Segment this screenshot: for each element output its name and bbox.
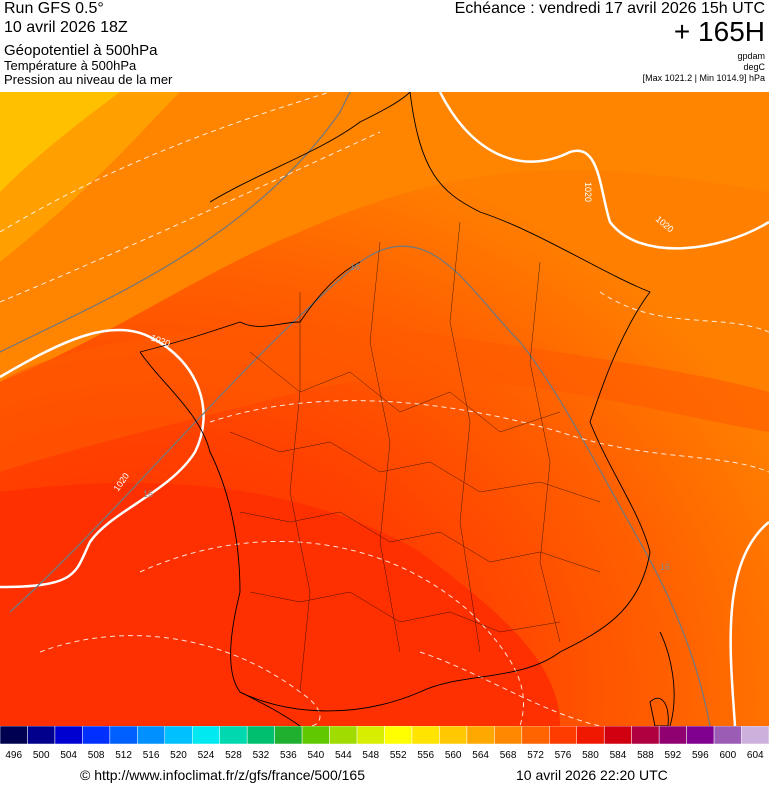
scale-swatch bbox=[713, 726, 742, 745]
field: Température à 500hPa bbox=[4, 58, 137, 73]
contour-label: 16 bbox=[660, 562, 670, 572]
unit: degC bbox=[743, 62, 765, 72]
run-date: 10 avril 2026 18Z bbox=[4, 19, 128, 36]
scale-swatch bbox=[27, 726, 56, 745]
temp-area bbox=[0, 92, 769, 382]
scale-swatch bbox=[384, 726, 413, 745]
scale-label: 600 bbox=[719, 750, 736, 761]
temp-area bbox=[0, 482, 560, 726]
contour-label: 16 bbox=[143, 489, 153, 499]
scale-swatch bbox=[192, 726, 220, 745]
scale-label: 524 bbox=[198, 750, 215, 761]
scale-label: 596 bbox=[692, 750, 709, 761]
scale-swatch bbox=[164, 726, 193, 745]
scale-label: 572 bbox=[527, 750, 544, 761]
scale-swatch bbox=[82, 726, 111, 745]
scale-label: 520 bbox=[170, 750, 187, 761]
map: 1020 1020 1020 1020 16 16 16 bbox=[0, 92, 769, 726]
scale-label: 496 bbox=[5, 750, 22, 761]
scale-label: 508 bbox=[88, 750, 105, 761]
scale-label: 560 bbox=[445, 750, 462, 761]
scale-label: 544 bbox=[335, 750, 352, 761]
scale-label: 532 bbox=[253, 750, 270, 761]
scale-swatch bbox=[466, 726, 495, 745]
isobar bbox=[0, 328, 205, 589]
scale-swatch bbox=[549, 726, 577, 745]
scale-swatch bbox=[521, 726, 550, 745]
field: Géopotentiel à 500hPa bbox=[4, 42, 158, 59]
scale-swatch bbox=[686, 726, 715, 745]
scale-swatch bbox=[356, 726, 385, 745]
scale-label: 580 bbox=[582, 750, 599, 761]
scale-swatch bbox=[411, 726, 440, 745]
scale-label: 576 bbox=[555, 750, 572, 761]
contour-label: 1020 bbox=[583, 182, 593, 202]
scale-label: 528 bbox=[225, 750, 242, 761]
contour-label: 16 bbox=[350, 262, 360, 272]
isobar bbox=[729, 521, 769, 726]
temp-area bbox=[0, 92, 260, 262]
field: Pression au niveau de la mer bbox=[4, 72, 173, 87]
scale-label: 564 bbox=[472, 750, 489, 761]
scale-swatch bbox=[741, 726, 769, 745]
scale-swatch bbox=[439, 726, 468, 745]
scale-label: 504 bbox=[60, 750, 77, 761]
scale-swatch bbox=[137, 726, 166, 745]
footer-timestamp: 10 avril 2026 22:20 UTC bbox=[516, 767, 668, 783]
scale-swatch bbox=[603, 726, 632, 745]
scale-swatch bbox=[658, 726, 687, 745]
scale-swatch bbox=[219, 726, 248, 745]
scale-swatch bbox=[301, 726, 330, 745]
scale-swatch bbox=[329, 726, 358, 745]
corsica bbox=[649, 697, 669, 726]
scale-label: 540 bbox=[307, 750, 324, 761]
pressure-range: [Max 1021.2 | Min 1014.9] hPa bbox=[642, 73, 765, 83]
scale-label: 584 bbox=[610, 750, 627, 761]
run: Run GFS 0.5° bbox=[4, 0, 104, 17]
scale-label: 516 bbox=[143, 750, 160, 761]
scale-swatch bbox=[246, 726, 275, 745]
echeance: Echéance : vendredi 17 avril 2026 15h UT… bbox=[454, 0, 765, 17]
footer-url: © http://www.infoclimat.fr/z/gfs/france/… bbox=[80, 767, 365, 783]
scale-label: 556 bbox=[417, 750, 434, 761]
scale-label: 588 bbox=[637, 750, 654, 761]
scale-label: 568 bbox=[500, 750, 517, 761]
temp-area bbox=[0, 325, 769, 472]
scale-label: 512 bbox=[115, 750, 132, 761]
isobar bbox=[438, 92, 769, 250]
scale-swatch bbox=[274, 726, 303, 745]
scale-label: 548 bbox=[362, 750, 379, 761]
scale-swatch bbox=[109, 726, 138, 745]
scale-label: 536 bbox=[280, 750, 297, 761]
scale-swatch bbox=[54, 726, 83, 745]
scale-swatch bbox=[576, 726, 605, 745]
unit: gpdam bbox=[737, 51, 765, 61]
scale-label: 592 bbox=[665, 750, 682, 761]
hour: + 165H bbox=[673, 16, 765, 47]
scale-swatch bbox=[0, 726, 28, 745]
scale-swatch bbox=[631, 726, 660, 745]
geopotential-line bbox=[9, 245, 711, 726]
scale-label: 500 bbox=[33, 750, 50, 761]
color-scale: 496 500 504 508 512 516 520 524 528 532 536 540 544 5… bbox=[0, 726, 769, 761]
scale-label: 604 bbox=[747, 750, 764, 761]
geopotential-line bbox=[0, 92, 351, 353]
scale-swatch bbox=[494, 726, 523, 745]
temp-area bbox=[0, 92, 120, 192]
scale-label: 552 bbox=[390, 750, 407, 761]
